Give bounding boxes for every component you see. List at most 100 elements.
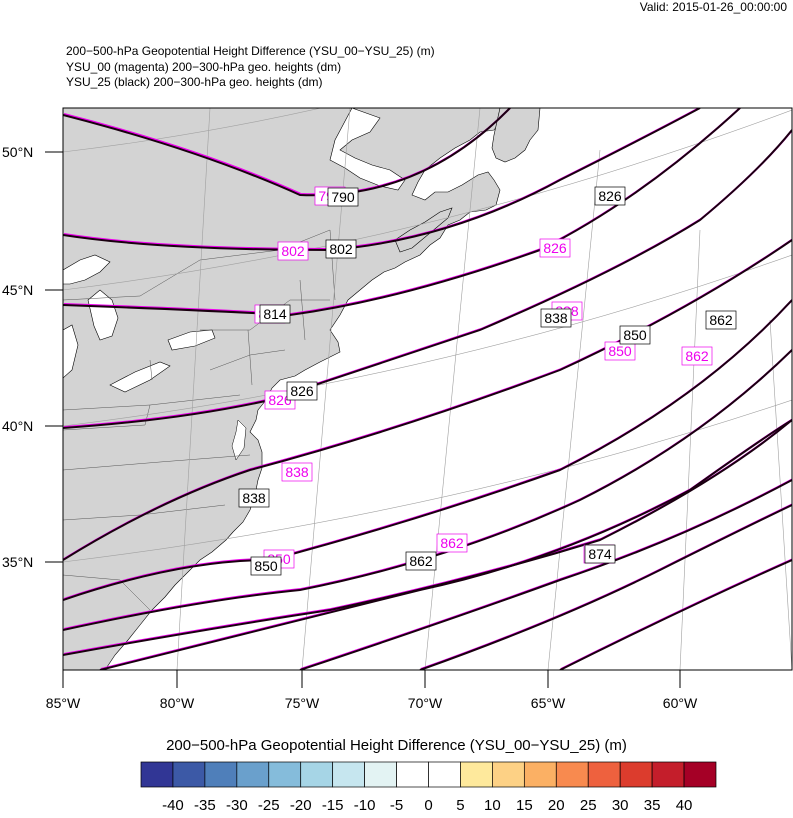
contour-label-black: 838 (544, 310, 568, 326)
colorbar-tick-label: 30 (612, 797, 629, 814)
colorbar-tick-label: -40 (162, 797, 184, 814)
contour-label-black-box (238, 488, 270, 508)
colorbar-tick-label: -5 (390, 797, 403, 814)
contour-label-black: 838 (242, 490, 266, 506)
colorbar-swatch (555, 761, 589, 788)
colorbar-title: 200−500-hPa Geopotential Height Differen… (166, 737, 627, 754)
lat-label-35n: 35°N (2, 554, 33, 570)
colorbar-tick-label: -25 (258, 797, 280, 814)
lake-erie (109, 361, 171, 393)
lon-label-70w: 70°W (408, 695, 443, 711)
lat-ticks (45, 151, 63, 563)
contour-label-black-box (594, 186, 626, 206)
lon-label-85w: 85°W (46, 695, 81, 711)
contour-label-black: 826 (598, 188, 622, 204)
colorbar-tick-label: -20 (290, 797, 312, 814)
contour-line-black (63, 239, 792, 561)
lat-label-50n: 50°N (2, 144, 33, 160)
contour-labels-black: 790 802 814 826 838 850 862 874 826 838 850 862 (238, 186, 737, 576)
gulf-st-lawrence (329, 108, 406, 191)
title-height-difference: 200−500-hPa Geopotential Height Differen… (66, 44, 435, 58)
colorbar-swatch (651, 761, 685, 788)
contour-label-magenta: 862 (685, 348, 709, 364)
contour-label-black: 850 (623, 327, 647, 343)
contour-label-magenta-box (277, 241, 309, 261)
lake-superior (63, 254, 111, 285)
lat-label-45n: 45°N (2, 282, 33, 298)
chesapeake-bay (231, 419, 247, 461)
contour-line-black (63, 108, 741, 317)
colorbar-tick-label: -35 (194, 797, 216, 814)
colorbar-swatch (619, 761, 653, 788)
plot-frame (62, 107, 793, 671)
lon-ticks (62, 670, 681, 688)
colorbar-tick-label: 15 (516, 797, 533, 814)
contour-line-black (63, 108, 511, 197)
contour-label-magenta-box (436, 533, 468, 553)
colorbar-tick-label: -15 (322, 797, 344, 814)
land-newfoundland (491, 108, 541, 163)
lake-huron (87, 289, 119, 341)
contour-label-black: 826 (290, 383, 314, 399)
contour-label-magenta-box (681, 346, 713, 366)
colorbar-swatch (300, 761, 334, 788)
contour-label-magenta-box (539, 238, 571, 258)
lon-label-65w: 65°W (531, 695, 566, 711)
contour-label-black: 862 (709, 312, 733, 328)
lon-label-80w: 80°W (160, 695, 195, 711)
colorbar-tick-label: 0 (424, 797, 432, 814)
colorbar-tick-label: 10 (484, 797, 501, 814)
colorbar-swatch (140, 761, 174, 788)
colorbar-swatch (236, 761, 270, 788)
contour-label-magenta: 850 (608, 343, 632, 359)
contour-label-black-box (286, 381, 318, 401)
contour-label-magenta-box (281, 462, 313, 482)
colorbar-swatch (396, 761, 429, 788)
contour-label-black: 814 (263, 306, 287, 322)
colorbar-swatch (428, 761, 461, 788)
contour-line-black (419, 504, 792, 670)
contour-line-black (99, 419, 792, 670)
colorbar-swatch (332, 761, 365, 788)
colorbar-swatch (523, 761, 557, 788)
lake-michigan (63, 324, 79, 379)
contour-line-black (63, 419, 792, 656)
contour-label-magenta: 862 (440, 535, 464, 551)
contour-label-black: 790 (331, 189, 355, 205)
colorbar-swatch (204, 761, 238, 788)
contour-label-black-box (325, 239, 357, 259)
colorbar-tick-label: -10 (354, 797, 376, 814)
contour-label-black-box (540, 308, 572, 328)
colorbar-swatch (492, 761, 525, 788)
lake-ontario (167, 329, 216, 351)
contour-label-black-box (259, 304, 291, 324)
colorbar-swatch (364, 761, 397, 788)
lat-label-40n: 40°N (2, 418, 33, 434)
contour-label-black-box (405, 551, 437, 571)
title-ysu00-heights: YSU_00 (magenta) 200−300-hPa geo. height… (66, 59, 342, 74)
colorbar-swatch (268, 761, 302, 788)
contour-label-black-box (619, 325, 651, 345)
colorbar: -40 -35 -30 -25 -20 -15 -10 -5 0 5 10 15 20 25 30 35 40 (140, 761, 717, 814)
contour-label-black-box (327, 187, 359, 207)
contour-label-black: 850 (254, 558, 278, 574)
valid-time: Valid: 2015-01-26_00:00:00 (639, 0, 787, 14)
contour-label-black: 874 (588, 546, 612, 562)
contour-label-magenta: 826 (543, 240, 567, 256)
lon-label-75w: 75°W (285, 695, 320, 711)
plot-titles: 200−500-hPa Geopotential Height Differen… (66, 44, 435, 91)
contour-line-black (63, 108, 701, 252)
contour-line-black (299, 479, 792, 670)
colorbar-tick-label: 35 (644, 797, 661, 814)
lon-label-60w: 60°W (663, 695, 698, 711)
colorbar-swatch (460, 761, 493, 788)
colorbar-swatch (172, 761, 206, 788)
colorbar-tick-label: 25 (580, 797, 597, 814)
contour-label-black-box (584, 544, 616, 564)
title-ysu25-heights: YSU_25 (black) 200−300-hPa geo. heights … (66, 75, 323, 89)
contour-label-black: 802 (329, 241, 353, 257)
colorbar-tick-label: 20 (548, 797, 565, 814)
contour-line-black (559, 559, 792, 670)
contour-label-magenta: 802 (281, 243, 305, 259)
